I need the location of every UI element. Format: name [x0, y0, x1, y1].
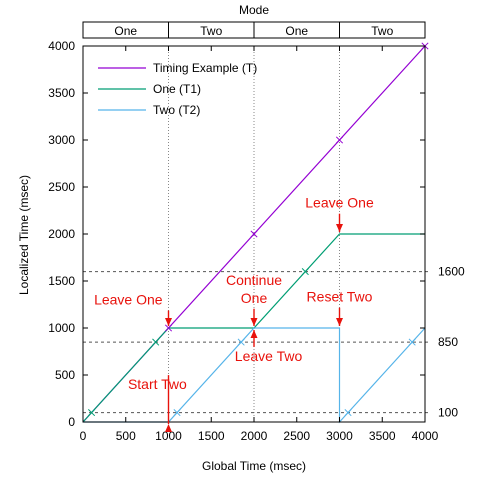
annotation-text: Reset Two [307, 289, 373, 305]
x-tick-label: 1000 [155, 429, 182, 443]
axis-ticks: 0 500 1000 1500 2000 2500 3000 3500 4000 0 500 1000… [48, 39, 438, 443]
annotation-text: Leave One [305, 195, 374, 211]
x-tick-label: 0 [80, 429, 87, 443]
annotation-text: One [241, 290, 268, 306]
annotations: Leave One Start Two Continue One Leave Two Le… [94, 195, 374, 432]
mode-segment-label: Two [371, 24, 393, 38]
right-labels: 1600 850 100 [438, 265, 465, 420]
x-axis-label: Global Time (msec) [202, 459, 306, 473]
data-point [152, 338, 160, 346]
mode-segment-label: Two [200, 24, 222, 38]
annotation-text: Leave Two [235, 348, 303, 364]
y-tick-label: 3500 [48, 86, 75, 100]
y-tick-label: 4000 [48, 39, 75, 53]
annotation-arrowhead [250, 330, 258, 338]
data-point [335, 136, 344, 144]
x-tick-label: 3500 [369, 429, 396, 443]
annotation-text: Leave One [94, 292, 163, 308]
y-axis-label: Localized Time (msec) [17, 175, 31, 295]
y-tick-label: 3000 [48, 133, 75, 147]
x-tick-label: 1500 [198, 429, 225, 443]
y-tick-label: 2500 [48, 180, 75, 194]
data-point [164, 324, 173, 332]
mode-bar: One Two One Two [82, 21, 426, 39]
data-point [344, 409, 352, 417]
annotation-arrowhead [250, 318, 258, 326]
x-tick-label: 4000 [412, 429, 439, 443]
y-tick-label: 0 [68, 415, 75, 429]
legend-label: Timing Example (T) [153, 61, 257, 75]
annotation-text: Start Two [128, 376, 187, 392]
x-tick-label: 3000 [326, 429, 353, 443]
annotation-arrowhead [165, 424, 172, 432]
mode-segment-label: One [114, 24, 137, 38]
annotation-arrowhead [165, 318, 172, 326]
x-tick-label: 2500 [283, 429, 310, 443]
reference-line-label: 850 [438, 335, 458, 349]
reference-line-label: 1600 [438, 265, 465, 279]
grid-lines [83, 46, 430, 422]
annotation: Leave One [305, 195, 374, 232]
data-point [237, 338, 245, 346]
data-point [173, 409, 181, 417]
x-tick-label: 500 [116, 429, 136, 443]
mode-segment-label: One [285, 24, 308, 38]
annotation: Leave Two [235, 330, 303, 364]
annotation-arrowhead [336, 224, 343, 232]
y-tick-label: 1500 [48, 274, 75, 288]
y-tick-label: 1000 [48, 321, 75, 335]
annotation-arrowhead [336, 318, 343, 326]
series-markers [87, 42, 429, 417]
annotation: Start Two [128, 375, 187, 432]
annotation: Reset Two [307, 289, 373, 326]
chart-title: Mode [239, 3, 269, 17]
data-point [87, 409, 96, 417]
data-point [301, 268, 309, 276]
annotation-text: Continue [226, 272, 282, 288]
data-point [250, 230, 258, 238]
legend: Timing Example (T) One (T1) Two (T2) [98, 61, 257, 117]
y-tick-label: 2000 [48, 227, 75, 241]
data-point [408, 338, 416, 346]
reference-line-label: 100 [438, 406, 458, 420]
annotation: Continue One [226, 272, 282, 326]
legend-label: One (T1) [153, 82, 201, 96]
x-tick-label: 2000 [241, 429, 268, 443]
y-tick-label: 500 [55, 368, 75, 382]
annotation: Leave One [94, 292, 172, 326]
legend-label: Two (T2) [153, 103, 200, 117]
